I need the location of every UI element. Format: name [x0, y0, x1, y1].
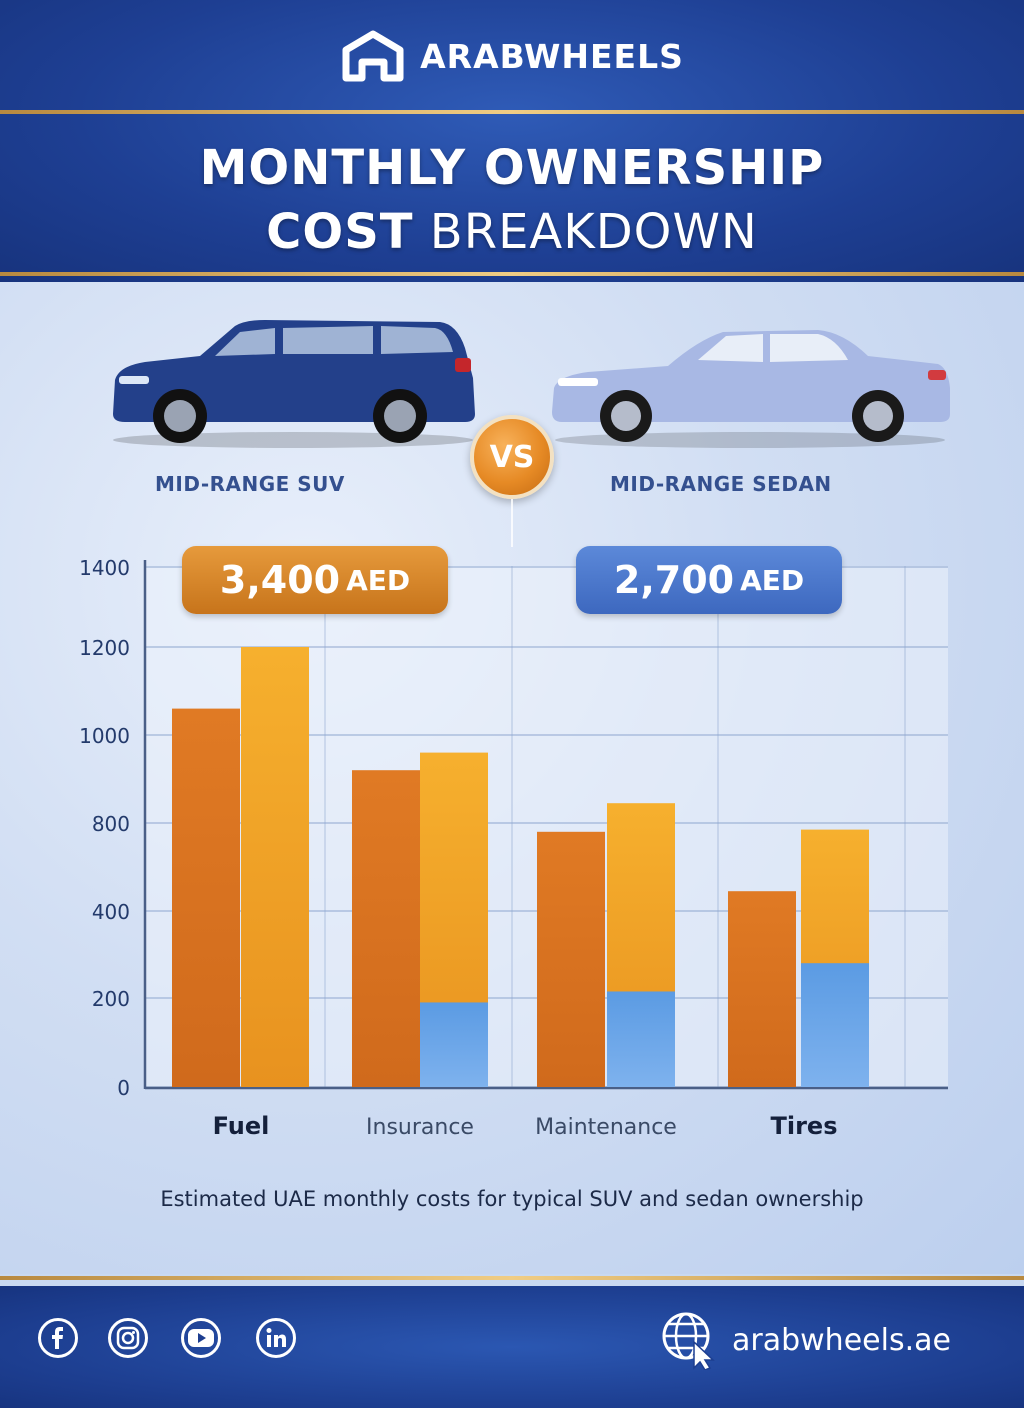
bar-sedan-segment-tires [801, 963, 869, 1087]
footer-divider [0, 1276, 1024, 1280]
x-tick-label: Fuel [213, 1112, 270, 1140]
brand-name: ARABWHEELS [420, 36, 684, 76]
header-bottom-divider [0, 272, 1024, 276]
bar-suv-maintenance [537, 831, 605, 1087]
vs-connector [511, 499, 513, 547]
y-tick-label: 400 [92, 900, 130, 924]
suv-image [113, 320, 475, 448]
x-tick-label: Maintenance [535, 1115, 677, 1140]
suv-total-value: 3,400 [219, 558, 341, 602]
bar-suv-insurance [352, 770, 420, 1087]
sedan-total-unit: AED [740, 563, 805, 597]
suv-total-badge: 3,400 AED [182, 546, 448, 614]
cost-bar-chart: 0 200 400 800 1000 1200 1400 Fuel Insurance Maint… [79, 556, 948, 1140]
x-tick-label: Tires [771, 1112, 838, 1140]
y-tick-label: 1400 [79, 556, 130, 580]
youtube-icon[interactable] [181, 1318, 221, 1358]
title-line-2-regular: BREAKDOWN [429, 204, 758, 260]
sedan-image [552, 330, 950, 448]
sedan-total-value: 2,700 [613, 558, 735, 602]
bar-suv-tires [728, 891, 796, 1087]
sedan-total-badge: 2,700 AED [576, 546, 842, 614]
website-url: arabwheels.ae [732, 1322, 951, 1358]
x-tick-label: Insurance [366, 1115, 474, 1140]
y-tick-label: 1000 [79, 724, 130, 748]
header: ARABWHEELS MONTHLY OWNERSHIP COST BREAKD… [0, 0, 1024, 282]
footer [0, 1286, 1024, 1408]
y-tick-label: 200 [92, 987, 130, 1011]
title-line-2-bold: COST [266, 204, 414, 260]
linkedin-icon[interactable] [256, 1318, 296, 1358]
suv-label: MID-RANGE SUV [155, 472, 345, 496]
bar-suv-fuel [172, 708, 240, 1087]
instagram-icon[interactable] [108, 1318, 148, 1358]
facebook-icon[interactable] [38, 1318, 78, 1358]
chart-caption: Estimated UAE monthly costs for typical … [160, 1187, 864, 1211]
website-link[interactable]: arabwheels.ae [660, 1310, 951, 1370]
y-tick-label: 0 [117, 1076, 130, 1100]
bar-sedan-segment-maintenance [607, 991, 675, 1087]
suv-total-unit: AED [346, 563, 411, 597]
title-line-1: MONTHLY OWNERSHIP [199, 140, 825, 196]
bar-sedan-fuel [241, 647, 309, 1087]
y-tick-label: 1200 [79, 636, 130, 660]
header-divider [0, 110, 1024, 114]
page-title: MONTHLY OWNERSHIP COST BREAKDOWN [0, 136, 1024, 264]
bar-sedan-segment-insurance [420, 1002, 488, 1087]
globe-cursor-icon [662, 1312, 715, 1370]
vs-badge: VS [470, 415, 554, 499]
sedan-label: MID-RANGE SEDAN [610, 472, 832, 496]
house-icon [342, 30, 404, 82]
y-tick-label: 800 [92, 812, 130, 836]
brand-logo[interactable]: ARABWHEELS [0, 30, 1024, 90]
